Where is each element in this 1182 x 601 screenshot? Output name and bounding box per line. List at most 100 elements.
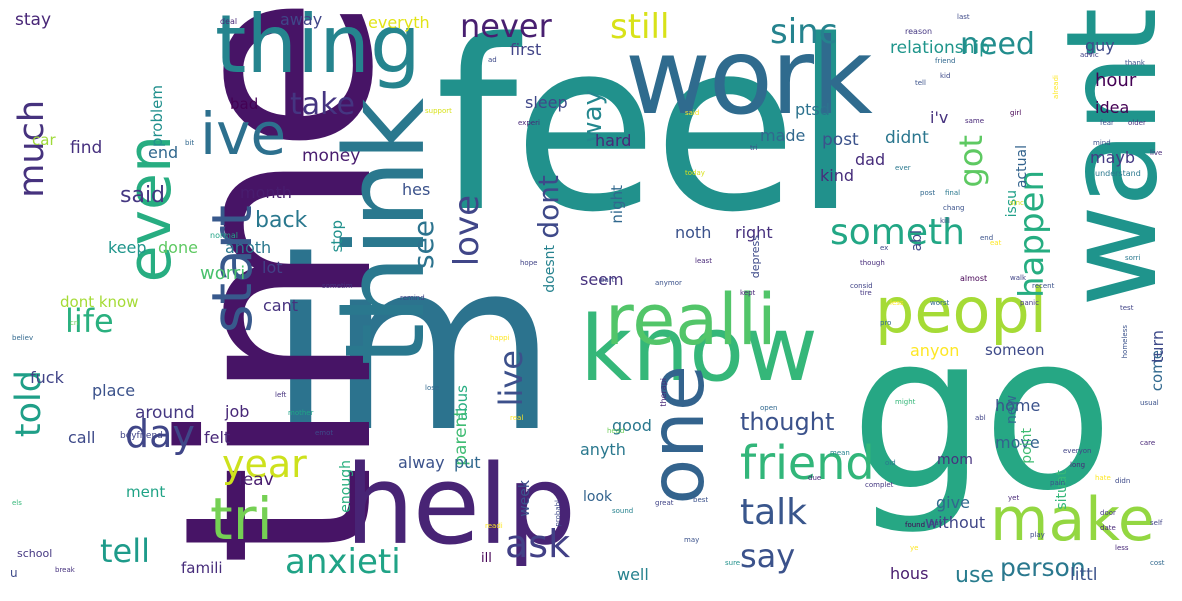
word-find: find <box>70 138 103 158</box>
word-test: test <box>1120 304 1134 312</box>
word-school: school <box>17 547 53 560</box>
word-almost: almost <box>960 274 988 283</box>
word-i-v: i'v <box>930 108 949 127</box>
word-mean: mean <box>830 449 850 457</box>
word-door: door <box>1100 509 1116 517</box>
word-girl: girl <box>1010 109 1022 117</box>
word-understand: understand <box>1095 169 1141 178</box>
word-person: person <box>1000 553 1086 582</box>
word-open: open <box>760 404 778 412</box>
word-advic: advic <box>1080 51 1099 59</box>
word-mother: mother <box>288 409 314 417</box>
word-dont-know: dont know <box>60 293 139 311</box>
word-kid: kid <box>940 72 951 80</box>
word-abl: abl <box>975 414 986 422</box>
word-kill: kill <box>940 217 950 225</box>
word-idea: idea <box>1095 98 1130 117</box>
word-noth: noth <box>675 223 712 242</box>
word-felt: felt <box>204 428 231 447</box>
word-care: care <box>1140 439 1156 447</box>
word-stop: stop <box>328 220 346 253</box>
word-day: day <box>125 412 195 456</box>
word-mind: mind <box>1093 139 1111 147</box>
word-worri: worri <box>200 263 246 284</box>
word-post: post <box>920 189 936 197</box>
word-doesnt: doesnt <box>542 245 558 293</box>
word-new: new <box>1004 395 1020 424</box>
word-money: money <box>302 146 361 166</box>
word-alway: alway <box>398 453 445 472</box>
word-bad: bad <box>230 95 259 113</box>
word-didn: didn <box>1115 477 1131 485</box>
word-keep: keep <box>108 238 147 257</box>
word-move: move <box>995 433 1040 452</box>
word-take: take <box>290 87 355 122</box>
word-probabl: probabl <box>554 500 562 527</box>
word-thought: thought <box>740 408 835 436</box>
word-ive: ive <box>200 100 287 168</box>
word-last: last <box>957 13 970 21</box>
word-peopl: peopl <box>875 274 1048 347</box>
word-normal: normal <box>210 231 239 240</box>
word-found: found <box>905 521 926 529</box>
word-hope: hope <box>520 259 538 267</box>
word-therapi: therapi <box>659 378 668 407</box>
word-give: give <box>936 493 970 512</box>
word-may: may <box>684 536 700 544</box>
word-good: good <box>612 416 652 435</box>
word-job: job <box>225 402 250 421</box>
word-enough: enough <box>338 460 354 513</box>
word-emot: emot <box>315 429 334 437</box>
word-tri: tri <box>750 144 758 152</box>
word-less: less <box>1115 544 1129 552</box>
word-know: know <box>580 297 818 402</box>
word-littl: littl <box>1070 565 1098 585</box>
word-ye: ye <box>910 544 919 552</box>
word-u: u <box>10 566 18 580</box>
word-depress: depress <box>749 235 762 279</box>
word-ask: ask <box>505 522 571 566</box>
word-turn: turn <box>1148 330 1167 363</box>
word-mom: mom <box>937 452 973 468</box>
word-chang: chang <box>943 204 965 212</box>
word-help: help <box>345 441 576 569</box>
word-abl: abl <box>909 230 925 252</box>
word-anyth: anyth <box>580 440 626 459</box>
word-end: end <box>148 143 179 162</box>
word-relationship: relationship <box>890 38 990 58</box>
word-call: call <box>68 428 96 447</box>
word-ill: ill <box>481 551 492 566</box>
word-friend: friend <box>740 436 875 490</box>
word-fuck: fuck <box>30 368 64 387</box>
word-live: live <box>492 350 530 407</box>
word-part: part <box>600 276 615 284</box>
word-tell: tell <box>100 532 151 570</box>
word-ment: ment <box>126 483 166 501</box>
word-realli: realli <box>605 279 777 361</box>
word-first: first <box>510 40 542 59</box>
word-home: home <box>995 396 1041 415</box>
word-ad: ad <box>488 56 497 64</box>
word-still: still <box>610 7 670 47</box>
word-sleep: sleep <box>525 93 568 112</box>
word-dont: dont <box>532 175 565 239</box>
word-pay: pay <box>930 519 943 527</box>
word-panic: panic <box>1020 299 1039 307</box>
word-end: end <box>980 234 994 242</box>
word-anoth: anoth <box>225 238 272 257</box>
word-believ: believ <box>12 334 34 342</box>
word-away: away <box>280 10 323 29</box>
word-point: point <box>1019 428 1035 464</box>
word-friend: friend <box>935 57 956 65</box>
word-night: night <box>608 185 626 224</box>
word-older: older <box>1128 119 1146 127</box>
word-tri: tri <box>210 485 273 553</box>
word-cost: cost <box>1150 559 1165 567</box>
word-im: im <box>268 211 558 484</box>
word-say: say <box>740 537 796 575</box>
word-right: right <box>735 223 773 242</box>
word-hous: hous <box>890 564 929 583</box>
word-problem: problem <box>148 85 166 148</box>
word-might: might <box>895 398 916 406</box>
